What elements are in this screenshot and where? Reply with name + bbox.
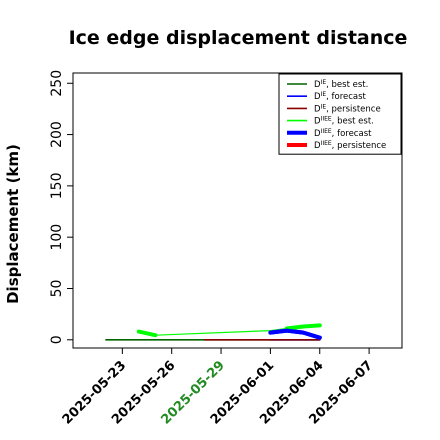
series-thick-d-iiee-best-est bbox=[284, 323, 322, 331]
y-tick-label: 200 bbox=[49, 121, 65, 148]
legend-label: DIIEE, persistence bbox=[314, 140, 386, 151]
legend-label: DIE, best est. bbox=[314, 79, 368, 90]
y-axis: 0 50 100 150 200 250 bbox=[49, 70, 73, 344]
y-tick-label: 50 bbox=[49, 280, 65, 298]
y-tick-label: 250 bbox=[49, 70, 65, 97]
y-tick-label: 150 bbox=[49, 173, 65, 200]
legend-label: DIIEE, forecast bbox=[314, 128, 372, 139]
y-tick-label: 0 bbox=[49, 335, 65, 344]
legend-label: DIIEE, best est. bbox=[314, 116, 374, 127]
x-axis: 2025-05-232025-05-262025-05-292025-06-01… bbox=[60, 348, 376, 428]
series-layer bbox=[105, 323, 322, 341]
legend-label: DIE, persistence bbox=[314, 103, 381, 114]
legend-label: DIE, forecast bbox=[314, 91, 367, 102]
series-line-top-d-iiee-forecast bbox=[268, 328, 322, 340]
y-axis-label: Displacement (km) bbox=[4, 144, 22, 304]
series-thick-d-iiee-best-est bbox=[136, 329, 158, 338]
y-tick-label: 100 bbox=[49, 224, 65, 251]
chart-title: Ice edge displacement distance bbox=[69, 27, 408, 49]
plot-frame bbox=[72, 72, 403, 349]
legend-box bbox=[278, 73, 402, 155]
